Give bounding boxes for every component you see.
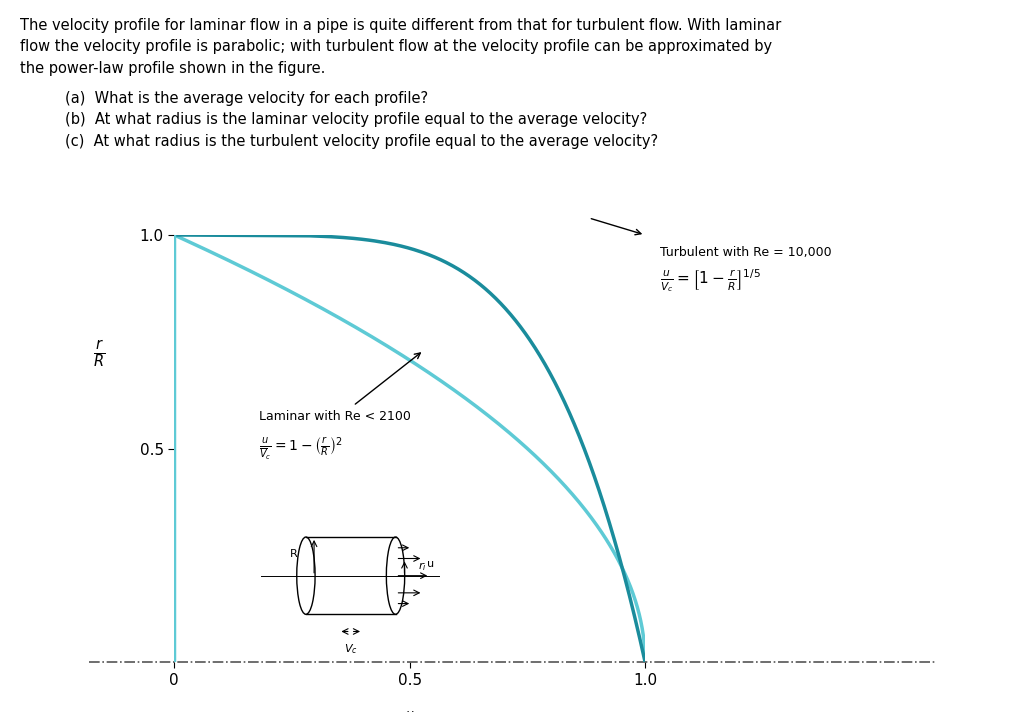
Text: $\frac{r}{R}$: $\frac{r}{R}$	[92, 339, 104, 370]
Text: Turbulent with Re = 10,000: Turbulent with Re = 10,000	[660, 246, 833, 258]
Text: $r_i$: $r_i$	[418, 560, 427, 573]
Text: R: R	[290, 549, 298, 559]
Text: (a)  What is the average velocity for each profile?: (a) What is the average velocity for eac…	[66, 91, 429, 106]
Text: $\frac{u}{\overline{V}_c} = 1 - \left(\frac{r}{R}\right)^2$: $\frac{u}{\overline{V}_c} = 1 - \left(\f…	[259, 436, 343, 462]
Text: $\frac{u}{V_c}$: $\frac{u}{V_c}$	[401, 709, 418, 712]
Text: Laminar with Re < 2100: Laminar with Re < 2100	[259, 410, 411, 423]
Text: $V_c$: $V_c$	[344, 642, 357, 656]
Text: (b)  At what radius is the laminar velocity profile equal to the average velocit: (b) At what radius is the laminar veloci…	[66, 112, 648, 127]
Text: (c)  At what radius is the turbulent velocity profile equal to the average veloc: (c) At what radius is the turbulent velo…	[66, 134, 658, 149]
Text: u: u	[427, 559, 434, 569]
Text: flow the velocity profile is parabolic; with turbulent flow at the velocity prof: flow the velocity profile is parabolic; …	[20, 39, 772, 54]
Text: The velocity profile for laminar flow in a pipe is quite different from that for: The velocity profile for laminar flow in…	[20, 18, 781, 33]
Text: the power-law profile shown in the figure.: the power-law profile shown in the figur…	[20, 61, 326, 75]
Text: $\frac{u}{V_c} = \left[1 - \frac{r}{R}\right]^{1/5}$: $\frac{u}{V_c} = \left[1 - \frac{r}{R}\r…	[660, 267, 761, 294]
